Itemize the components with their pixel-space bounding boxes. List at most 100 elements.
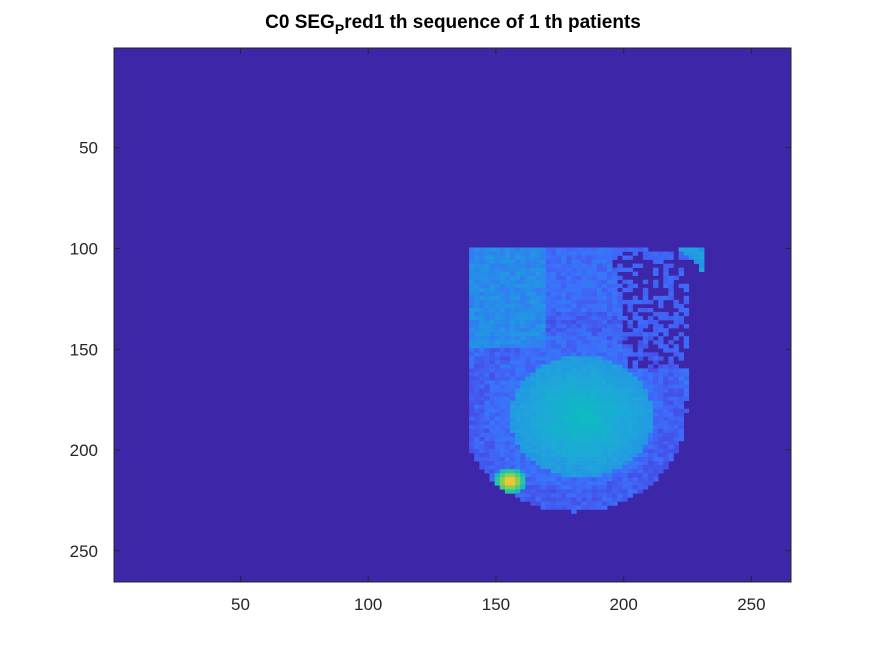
heatmap-cell <box>622 489 628 494</box>
heatmap-cell <box>607 380 613 385</box>
heatmap-cell <box>586 360 593 365</box>
heatmap-cell <box>576 267 582 272</box>
heatmap-cell <box>550 465 557 470</box>
heatmap-cell <box>632 352 639 357</box>
heatmap-cell <box>678 408 684 414</box>
heatmap-cell <box>479 352 485 357</box>
heatmap-cell <box>479 440 485 446</box>
heatmap-cell <box>581 311 587 317</box>
heatmap-cell <box>515 360 521 365</box>
heatmap-cell <box>494 271 501 277</box>
heatmap-cell <box>678 404 684 409</box>
heatmap-cell <box>653 428 659 434</box>
heatmap-cell <box>591 408 598 414</box>
heatmap-cell <box>504 320 511 325</box>
heatmap-cell <box>653 283 659 289</box>
heatmap-cell <box>474 348 480 353</box>
heatmap-cell <box>601 340 608 345</box>
heatmap-cell <box>612 497 618 502</box>
heatmap-cell <box>520 259 526 264</box>
heatmap-cell <box>647 255 654 260</box>
heatmap-cell <box>555 465 562 470</box>
heatmap-cell <box>612 352 618 357</box>
heatmap-cell <box>540 251 547 256</box>
heatmap-cell <box>550 332 557 337</box>
heatmap-cell <box>617 388 623 393</box>
heatmap-cell <box>484 432 490 438</box>
heatmap-cell <box>540 316 547 321</box>
heatmap-cell <box>525 444 531 450</box>
heatmap-cell <box>509 416 516 422</box>
heatmap-cell <box>509 364 516 369</box>
heatmap-cell <box>642 412 649 418</box>
heatmap-cell <box>484 461 490 466</box>
heatmap-cell <box>663 465 669 470</box>
heatmap-cell <box>653 416 659 422</box>
heatmap-cell <box>484 404 490 409</box>
heatmap-cell <box>576 271 582 277</box>
heatmap-cell <box>576 440 582 446</box>
heatmap-cell <box>581 380 587 385</box>
heatmap-cell <box>530 424 536 430</box>
heatmap-cell <box>509 332 516 337</box>
heatmap-cell <box>699 247 705 252</box>
heatmap-cell <box>632 283 639 289</box>
heatmap-cell <box>535 316 541 321</box>
heatmap-cell <box>489 287 495 293</box>
heatmap-cell <box>515 259 521 264</box>
heatmap-cell <box>637 461 644 466</box>
heatmap-cell <box>550 481 557 486</box>
heatmap-cell <box>612 376 618 381</box>
heatmap-cell <box>571 344 577 349</box>
heatmap-cell <box>673 311 679 317</box>
heatmap-cell <box>530 428 536 434</box>
heatmap-cell <box>581 267 587 272</box>
heatmap-cell <box>489 255 495 260</box>
heatmap-cell <box>499 428 506 434</box>
heatmap-cell <box>561 380 567 385</box>
heatmap-cell <box>509 432 516 438</box>
heatmap-cell <box>601 283 608 289</box>
heatmap-cell <box>637 247 644 252</box>
heatmap-cell <box>545 376 552 381</box>
heatmap-cell <box>673 299 679 305</box>
heatmap-cell <box>555 303 562 309</box>
title-pre: C0 SEG <box>265 12 335 33</box>
heatmap-cell <box>591 279 598 285</box>
heatmap-cell <box>596 364 603 369</box>
heatmap-cell <box>550 457 557 462</box>
x-tick-label: 100 <box>354 595 382 614</box>
heatmap-cell <box>571 485 577 490</box>
heatmap-cell <box>535 348 541 353</box>
heatmap-cell <box>479 400 485 405</box>
heatmap-cell <box>474 303 480 309</box>
heatmap-cell <box>499 416 506 422</box>
heatmap-cell <box>561 372 567 377</box>
heatmap-cell <box>515 440 521 446</box>
heatmap-cell <box>653 251 659 256</box>
heatmap-cell <box>576 275 582 281</box>
heatmap-cell <box>561 404 567 409</box>
heatmap-cell <box>561 469 567 474</box>
heatmap-cell <box>678 316 684 321</box>
heatmap-cell <box>596 388 603 393</box>
heatmap-cell <box>601 449 608 454</box>
heatmap-cell <box>683 384 690 389</box>
heatmap-cell <box>576 376 582 381</box>
heatmap-cell <box>663 344 669 349</box>
heatmap-cell <box>489 251 495 256</box>
heatmap-cell <box>622 440 628 446</box>
heatmap-cell <box>642 368 649 373</box>
heatmap-cell <box>535 352 541 357</box>
heatmap-cell <box>479 408 485 414</box>
heatmap-cell <box>647 376 654 381</box>
heatmap-cell <box>637 424 644 430</box>
heatmap-cell <box>540 497 547 502</box>
heatmap-cell <box>550 400 557 405</box>
heatmap-cell <box>535 436 541 442</box>
heatmap-cell <box>678 392 684 397</box>
heatmap-cell <box>499 404 506 409</box>
heatmap-cell <box>489 436 495 442</box>
heatmap-cell <box>617 303 623 309</box>
heatmap-cell <box>489 457 495 462</box>
